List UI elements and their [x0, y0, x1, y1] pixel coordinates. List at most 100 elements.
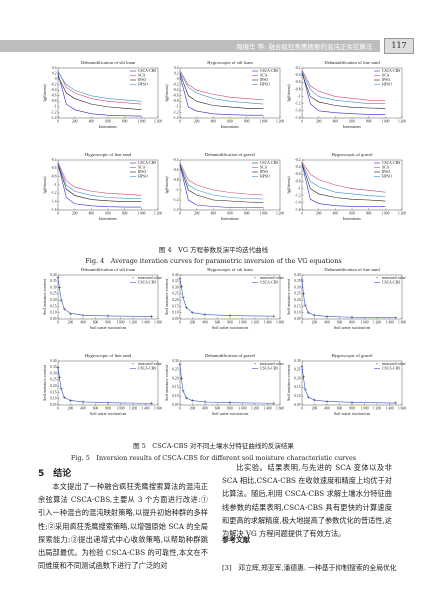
- y-tick-label: -0.2: [295, 158, 301, 162]
- x-axis-label: Soil water suction/cm: [212, 411, 249, 416]
- x-tick-label: 800: [105, 406, 111, 410]
- x-tick-label: 800: [366, 211, 372, 215]
- x-tick-label: 200: [312, 320, 318, 324]
- y-tick-label: 0.25: [294, 292, 300, 296]
- y-tick-label: 0.30: [172, 359, 178, 363]
- y-tick-label: -0.6: [295, 172, 301, 176]
- x-tick-label: 600: [215, 320, 221, 324]
- y-axis-label: Soil moisture content: [164, 278, 169, 315]
- y-tick-label: 0.4: [52, 66, 57, 70]
- series-line: [179, 72, 264, 105]
- x-tick-label: 200: [316, 211, 322, 215]
- y-tick-label: 0.15: [294, 304, 300, 308]
- y-tick-label: 0.20: [50, 298, 56, 302]
- y-tick-label: 0.40: [50, 359, 56, 363]
- y-tick-label: -0.6: [173, 168, 179, 172]
- x-tick-label: 1 400: [385, 320, 393, 324]
- x-tick-label: 1 000: [238, 406, 246, 410]
- x-tick-label: 200: [316, 119, 322, 123]
- y-tick-label: -1.4: [295, 201, 301, 205]
- x-tick-label: 400: [324, 406, 330, 410]
- series-line: [179, 162, 264, 196]
- y-tick-label: -0.4: [173, 88, 179, 92]
- x-tick-label: 400: [80, 406, 86, 410]
- legend-label: HPSO: [382, 82, 392, 86]
- y-tick-label: -0.6: [51, 94, 57, 98]
- x-tick-label: 200: [72, 119, 78, 123]
- x-tick-label: 400: [211, 119, 217, 123]
- series-line: [179, 76, 264, 116]
- panel-title: Dehumidification of gravel: [205, 152, 256, 157]
- legend-label: IPSO: [138, 78, 146, 82]
- panel-title: Hygroscopic of fine sand: [85, 152, 132, 157]
- y-tick-label: 0.35: [50, 279, 56, 283]
- x-tick-label: 600: [337, 406, 343, 410]
- y-tick-label: -1.2: [173, 110, 179, 114]
- legend-label: CSCA-CBS: [260, 366, 278, 370]
- legend-label: CSCA-CBS: [260, 69, 278, 73]
- x-tick-label: 0: [57, 320, 59, 324]
- x-tick-label: 1 200: [251, 320, 259, 324]
- legend-label: CSCA-CBS: [382, 161, 400, 165]
- y-tick-label: -0.8: [173, 178, 179, 182]
- series-line: [301, 162, 386, 197]
- y-tick-label: 0.15: [294, 385, 300, 389]
- series-line: [179, 73, 264, 109]
- legend-marker: +: [254, 275, 257, 280]
- x-tick-label: 1 200: [129, 320, 137, 324]
- y-tick-label: -1.4: [295, 109, 301, 113]
- x-tick-label: 1 200: [373, 406, 381, 410]
- x-tick-label: 600: [349, 119, 355, 123]
- x-tick-label: 0: [179, 406, 181, 410]
- y-axis-label: lg(fitness): [286, 84, 291, 102]
- legend-label: SCA: [260, 73, 268, 77]
- x-tick-label: 1 600: [154, 406, 162, 410]
- y-tick-label: 0.35: [50, 365, 56, 369]
- y-tick-label: -1.2: [51, 110, 57, 114]
- x-tick-label: 800: [349, 320, 355, 324]
- x-tick-label: 800: [122, 119, 128, 123]
- y-tick-label: 0: [177, 77, 179, 81]
- legend-label: SCA: [138, 165, 146, 169]
- series-line: [57, 73, 142, 117]
- y-tick-label: 0.40: [294, 273, 300, 277]
- y-tick-label: -1.6: [295, 208, 301, 212]
- x-tick-label: 1 600: [276, 320, 284, 324]
- x-tick-label: 1 600: [154, 320, 162, 324]
- x-axis-label: Soil water suction/cm: [334, 325, 371, 330]
- series-line: [57, 164, 142, 208]
- legend-label: CSCA-CBS: [260, 161, 278, 165]
- x-tick-label: 400: [333, 119, 339, 123]
- y-axis-label: lg(fitness): [42, 84, 47, 102]
- x-tick-label: 400: [211, 211, 217, 215]
- x-tick-label: 0: [301, 406, 303, 410]
- x-tick-label: 1 000: [360, 406, 368, 410]
- legend-label: CSCA-CBS: [138, 161, 156, 165]
- y-axis-label: lg(fitness): [164, 84, 169, 102]
- y-tick-label: -0.2: [51, 82, 57, 86]
- x-tick-label: 800: [244, 119, 250, 123]
- x-tick-label: 0: [179, 320, 181, 324]
- x-tick-label: 600: [337, 320, 343, 324]
- y-tick-label: -0.4: [173, 158, 179, 162]
- x-tick-label: 1 200: [154, 119, 162, 123]
- y-tick-label: 0.20: [294, 298, 300, 302]
- y-axis-label: Soil moisture content: [286, 364, 291, 401]
- legend-label: HPSO: [138, 82, 148, 86]
- y-tick-label: -0.6: [51, 166, 57, 170]
- y-tick-label: 0.15: [50, 390, 56, 394]
- y-tick-label: 0.15: [172, 385, 178, 389]
- x-tick-label: 0: [301, 211, 303, 215]
- y-tick-label: 0.10: [294, 311, 300, 315]
- series-line: [179, 163, 264, 200]
- y-tick-label: 0.10: [172, 394, 178, 398]
- y-tick-label: -0.8: [51, 99, 57, 103]
- x-tick-label: 1 400: [385, 406, 393, 410]
- legend-label: SCA: [382, 73, 390, 77]
- legend-label: IPSO: [138, 170, 146, 174]
- y-tick-label: -1: [54, 183, 57, 187]
- y-axis-label: Soil moisture content: [42, 278, 47, 315]
- legend-label: CSCA-CBS: [260, 280, 278, 284]
- y-tick-label: 0.15: [172, 304, 178, 308]
